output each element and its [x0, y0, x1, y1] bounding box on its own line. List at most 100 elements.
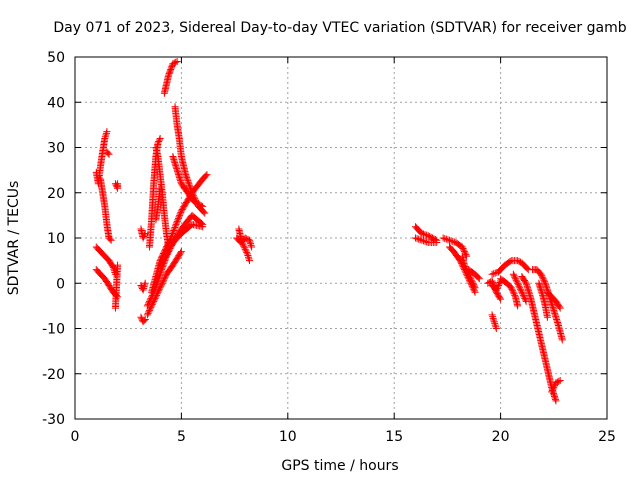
data-point [173, 219, 181, 227]
data-point [154, 139, 162, 147]
data-point [495, 280, 503, 288]
data-point [141, 315, 149, 323]
data-point [105, 150, 113, 158]
y-tick-label: 10 [47, 231, 65, 247]
x-ticks: 0 5 10 15 20 25 [71, 57, 616, 445]
data-point [143, 302, 151, 310]
data-point [141, 229, 149, 237]
series-arc-39 [548, 377, 564, 396]
data-point [548, 388, 556, 396]
data-point [556, 377, 564, 385]
data-point [196, 201, 204, 209]
data-point [192, 199, 200, 207]
data-point [552, 379, 560, 387]
data-point [201, 209, 209, 217]
data-point [184, 177, 192, 185]
data-point [184, 178, 192, 186]
y-ticks: -30 -20 -10 0 10 20 30 40 50 [42, 50, 607, 428]
y-tick-label: -30 [42, 412, 65, 428]
data-point [101, 133, 109, 141]
data-point [174, 214, 182, 222]
data-point [141, 279, 149, 287]
series-arc-18 [160, 58, 181, 97]
data-point [185, 180, 193, 188]
data-point [549, 385, 557, 393]
data-point [241, 234, 249, 242]
data-point [470, 281, 478, 289]
data-point [416, 236, 424, 244]
data-point [146, 296, 154, 304]
data-point [519, 291, 527, 299]
data-point [200, 208, 208, 216]
data-point [173, 217, 181, 225]
data-point [173, 58, 181, 66]
data-point [441, 235, 449, 243]
data-point [466, 273, 474, 281]
data-point [521, 294, 529, 302]
series-arc-13 [152, 184, 164, 224]
data-point [177, 248, 185, 256]
data-point [160, 275, 168, 283]
data-point [413, 235, 421, 243]
data-point [175, 213, 183, 221]
data-point [185, 181, 193, 189]
data-point [415, 235, 423, 243]
data-point [488, 311, 496, 319]
data-point [489, 313, 497, 321]
data-point [519, 290, 527, 298]
data-point [537, 270, 545, 278]
data-point [419, 230, 427, 238]
data-point [490, 316, 498, 324]
data-point [246, 238, 254, 246]
data-point [172, 58, 180, 66]
data-point [507, 284, 515, 292]
series-arc-29 [488, 311, 500, 332]
data-point [247, 240, 255, 248]
data-point [514, 257, 522, 265]
data-point [506, 258, 514, 266]
data-point [143, 311, 151, 319]
data-point [101, 134, 109, 142]
series-arc-20 [169, 153, 207, 210]
series-arc-1 [92, 128, 111, 188]
data-point [243, 235, 251, 243]
data-point [242, 247, 250, 255]
series-arc-4 [92, 243, 119, 278]
data-point [170, 59, 178, 67]
data-points [92, 58, 566, 405]
data-point [199, 202, 207, 210]
data-point [168, 231, 176, 239]
series-arc-17 [156, 211, 207, 269]
data-point [137, 313, 145, 321]
data-point [515, 282, 523, 290]
data-point [514, 281, 522, 289]
data-point [169, 60, 177, 68]
data-point [516, 284, 524, 292]
data-point [458, 243, 466, 251]
data-point [186, 183, 194, 191]
data-point [509, 287, 517, 295]
data-point [429, 234, 437, 242]
data-point [552, 397, 560, 405]
data-point [492, 325, 500, 332]
data-point [516, 285, 524, 293]
data-point [171, 223, 179, 231]
data-point [108, 262, 116, 270]
data-point [182, 172, 190, 180]
data-point [145, 299, 153, 307]
data-point [140, 317, 148, 325]
data-point [492, 323, 500, 331]
data-point [145, 306, 153, 314]
data-point [149, 290, 157, 298]
data-point [461, 249, 469, 257]
y-tick-label: -20 [42, 367, 65, 383]
data-point [442, 235, 450, 243]
data-point [141, 231, 149, 239]
data-point [462, 264, 470, 272]
series-arc-32 [488, 257, 532, 278]
data-point [145, 297, 153, 305]
data-point [494, 283, 502, 291]
data-point [471, 284, 479, 292]
data-point [156, 184, 164, 192]
data-point [166, 235, 174, 243]
